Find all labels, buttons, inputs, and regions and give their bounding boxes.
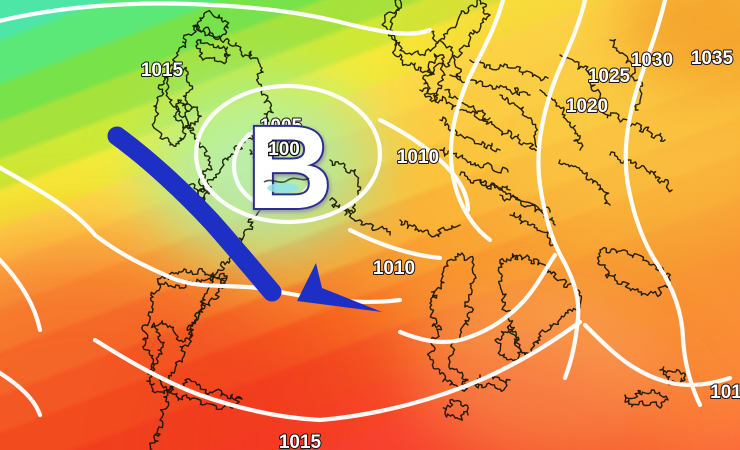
svg-text:100: 100 <box>268 139 300 160</box>
svg-text:1020: 1020 <box>566 96 608 117</box>
svg-text:B: B <box>247 102 332 234</box>
svg-text:1035: 1035 <box>691 48 734 69</box>
svg-text:1015: 1015 <box>279 432 322 450</box>
svg-text:1015: 1015 <box>141 60 184 81</box>
svg-text:1030: 1030 <box>631 50 673 71</box>
svg-text:101: 101 <box>710 382 740 403</box>
svg-text:1010: 1010 <box>397 147 439 168</box>
svg-text:1025: 1025 <box>588 66 631 87</box>
svg-text:1010: 1010 <box>373 258 415 279</box>
